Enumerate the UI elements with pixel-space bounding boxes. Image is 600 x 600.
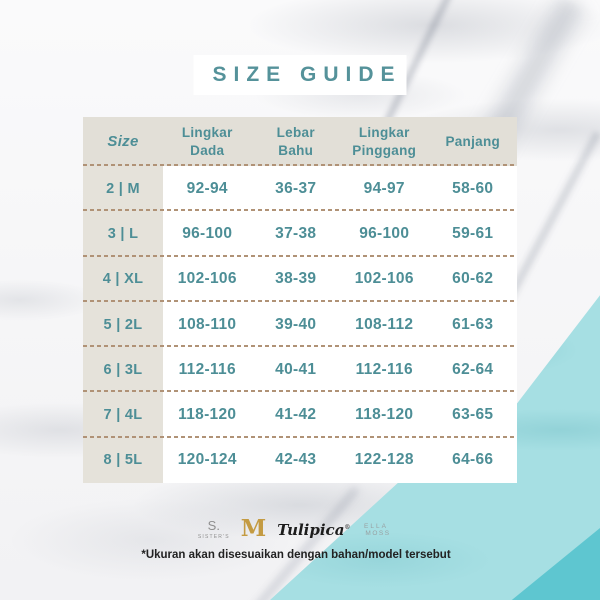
size-cell: 8 | 5L <box>83 437 163 484</box>
table-header-row: Size Lingkar Dada Lebar Bahu Lingkar Pin… <box>83 117 517 166</box>
data-cell: 63-65 <box>452 406 494 424</box>
data-cell: 96-100 <box>359 224 410 242</box>
data-cell: 59-61 <box>452 224 494 242</box>
size-cell: 7 | 4L <box>83 392 163 438</box>
table-row: 4 | XL 102-106 38-39 102-106 60-62 <box>83 256 517 303</box>
data-cell: 38-39 <box>275 270 317 288</box>
data-cell: 36-37 <box>275 179 317 197</box>
table-row: 7 | 4L 118-120 41-42 118-120 63-65 <box>83 392 517 439</box>
table-row: 3 | L 96-100 37-38 96-100 59-61 <box>83 211 517 257</box>
ellamoss-logo-line2: MOSS <box>365 529 391 537</box>
gold-monogram-logo: M <box>240 515 267 542</box>
size-guide-table: Size Lingkar Dada Lebar Bahu Lingkar Pin… <box>83 117 517 484</box>
page-title: SIZE GUIDE <box>212 63 402 86</box>
sisters-logo-mark: S. <box>207 518 220 533</box>
data-cell: 108-110 <box>178 315 237 333</box>
registered-mark-icon: ® <box>344 523 351 531</box>
column-header-lebar-bahu: Lebar Bahu <box>276 124 315 158</box>
column-header-lingkar-pinggang: Lingkar Pinggang <box>352 124 417 158</box>
data-cell: 61-63 <box>452 315 494 333</box>
data-cell: 108-112 <box>355 315 414 333</box>
data-cell: 62-64 <box>452 360 494 378</box>
brand-logos: S. SISTER'S M Tulipica® ELLA MOSS <box>198 515 391 542</box>
size-cell: 5 | 2L <box>83 301 163 348</box>
data-cell: 60-62 <box>452 270 494 288</box>
table-row: 2 | M 92-94 36-37 94-97 58-60 <box>83 166 517 212</box>
tulipica-logo-name: Tulipica <box>277 520 345 539</box>
column-header-size: Size <box>107 132 139 150</box>
ellamoss-logo: ELLA MOSS <box>361 523 390 537</box>
sisters-logo-name: SISTER'S <box>197 534 230 540</box>
data-cell: 120-124 <box>177 451 237 469</box>
tulipica-logo: Tulipica® <box>277 521 350 539</box>
data-cell: 102-106 <box>354 270 414 288</box>
data-cell: 92-94 <box>186 179 228 197</box>
column-header-panjang: Panjang <box>445 133 501 149</box>
column-header-lingkar-dada: Lingkar Dada <box>181 124 233 158</box>
size-cell: 6 | 3L <box>83 347 163 393</box>
footnote-text: *Ukuran akan disesuaikan dengan bahan/mo… <box>141 549 451 561</box>
table-row: 8 | 5L 120-124 42-43 122-128 64-66 <box>83 437 517 484</box>
data-cell: 39-40 <box>275 315 317 333</box>
data-cell: 40-41 <box>275 360 317 378</box>
data-cell: 96-100 <box>182 224 233 242</box>
data-cell: 37-38 <box>275 224 317 242</box>
size-cell: 4 | XL <box>83 256 163 302</box>
size-cell: 3 | L <box>83 211 163 257</box>
data-cell: 64-66 <box>452 451 494 469</box>
data-cell: 118-120 <box>355 406 414 424</box>
title-band: SIZE GUIDE <box>193 55 407 95</box>
data-cell: 122-128 <box>354 451 414 469</box>
data-cell: 42-43 <box>275 451 317 469</box>
data-cell: 112-116 <box>355 360 413 378</box>
table-row: 6 | 3L 112-116 40-41 112-116 62-64 <box>83 347 517 393</box>
data-cell: 94-97 <box>363 179 405 197</box>
data-cell: 102-106 <box>177 270 237 288</box>
table-row: 5 | 2L 108-110 39-40 108-112 61-63 <box>83 301 517 348</box>
size-cell: 2 | M <box>83 166 163 212</box>
ellamoss-logo-line1: ELLA <box>364 522 388 530</box>
sisters-logo: S. SISTER'S <box>198 519 230 540</box>
data-cell: 58-60 <box>452 179 494 197</box>
data-cell: 112-116 <box>178 360 236 378</box>
data-cell: 41-42 <box>275 406 317 424</box>
data-cell: 118-120 <box>178 406 237 424</box>
